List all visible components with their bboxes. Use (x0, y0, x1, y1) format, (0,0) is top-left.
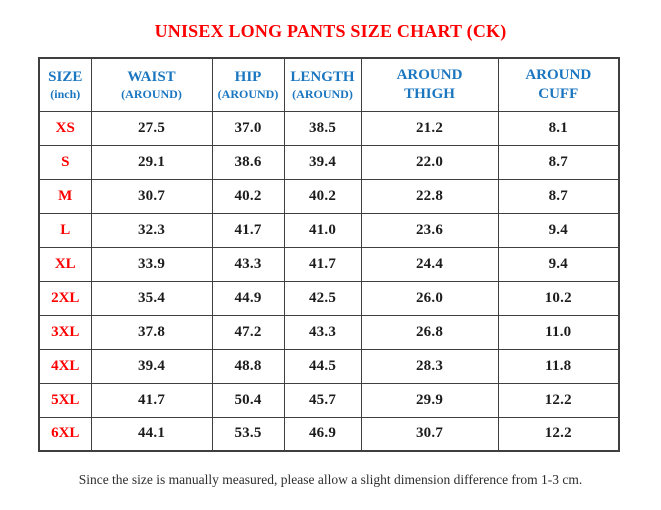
table-row: S 29.1 38.6 39.4 22.0 8.7 (38, 144, 620, 180)
table-row: XS 27.5 37.0 38.5 21.2 8.1 (38, 110, 620, 146)
size-label: 3XL (38, 314, 92, 350)
col-header-size-sub: (inch) (50, 86, 81, 101)
measurement-value: 10.2 (497, 280, 620, 316)
measurement-value: 30.7 (90, 178, 213, 214)
measurement-value: 38.5 (283, 110, 362, 146)
measurement-value: 8.7 (497, 178, 620, 214)
table-body: XS 27.5 37.0 38.5 21.2 8.1 S 29.1 38.6 39.4 22.0 8.… (38, 110, 620, 452)
col-header-hip-sub: (AROUND) (217, 86, 279, 101)
col-header-cuff-sub: CUFF (538, 85, 579, 102)
measurement-value: 9.4 (497, 246, 620, 282)
table-row: 5XL 41.7 50.4 45.7 29.9 12.2 (38, 382, 620, 418)
size-label: 5XL (38, 382, 92, 418)
table-row: 2XL 35.4 44.9 42.5 26.0 10.2 (38, 280, 620, 316)
measurement-value: 26.8 (360, 314, 499, 350)
col-header-size: SIZE (inch) (38, 57, 92, 112)
col-header-size-label: SIZE (48, 68, 83, 85)
measurement-value: 29.9 (360, 382, 499, 418)
measurement-value: 43.3 (283, 314, 362, 350)
col-header-waist: WAIST (AROUND) (90, 57, 213, 112)
col-header-thigh-label: AROUND (396, 67, 463, 83)
col-header-length-sub: (AROUND) (292, 86, 353, 101)
measurement-value: 29.1 (90, 144, 213, 180)
col-header-length-label: LENGTH (290, 68, 355, 85)
measurement-value: 24.4 (360, 246, 499, 282)
measurement-value: 40.2 (211, 178, 285, 214)
measurement-value: 12.2 (497, 416, 620, 452)
measurement-value: 44.5 (283, 348, 362, 384)
measurement-value: 22.0 (360, 144, 499, 180)
measurement-value: 45.7 (283, 382, 362, 418)
measurement-value: 41.7 (283, 246, 362, 282)
measurement-value: 12.2 (497, 382, 620, 418)
measurement-value: 30.7 (360, 416, 499, 452)
col-header-cuff-label: AROUND (525, 67, 592, 83)
col-header-hip: HIP (AROUND) (211, 57, 285, 112)
table-row: 6XL 44.1 53.5 46.9 30.7 12.2 (38, 416, 620, 452)
measurement-value: 9.4 (497, 212, 620, 248)
measurement-value: 50.4 (211, 382, 285, 418)
measurement-value: 41.0 (283, 212, 362, 248)
measurement-value: 43.3 (211, 246, 285, 282)
col-header-thigh-sub: THIGH (404, 85, 455, 102)
measurement-value: 47.2 (211, 314, 285, 350)
measurement-value: 40.2 (283, 178, 362, 214)
measurement-value: 46.9 (283, 416, 362, 452)
col-header-waist-label: WAIST (127, 68, 176, 85)
measurement-value: 39.4 (90, 348, 213, 384)
col-header-hip-label: HIP (234, 68, 262, 85)
table-header: SIZE (inch) WAIST (AROUND) HIP (AROUND) … (38, 57, 620, 112)
measurement-value: 28.3 (360, 348, 499, 384)
table-row: XL 33.9 43.3 41.7 24.4 9.4 (38, 246, 620, 282)
size-label: XL (38, 246, 92, 282)
measurement-value: 8.7 (497, 144, 620, 180)
table-row: M 30.7 40.2 40.2 22.8 8.7 (38, 178, 620, 214)
size-label: 6XL (38, 416, 92, 452)
size-label: 4XL (38, 348, 92, 384)
measurement-value: 32.3 (90, 212, 213, 248)
measurement-value: 21.2 (360, 110, 499, 146)
size-label: 2XL (38, 280, 92, 316)
measurement-value: 22.8 (360, 178, 499, 214)
table-row: 4XL 39.4 48.8 44.5 28.3 11.8 (38, 348, 620, 384)
measurement-value: 37.0 (211, 110, 285, 146)
measurement-value: 41.7 (211, 212, 285, 248)
size-chart-table: SIZE (inch) WAIST (AROUND) HIP (AROUND) … (38, 57, 620, 452)
measurement-value: 8.1 (497, 110, 620, 146)
size-label: S (38, 144, 92, 180)
col-header-length: LENGTH (AROUND) (283, 57, 362, 112)
table-row: 3XL 37.8 47.2 43.3 26.8 11.0 (38, 314, 620, 350)
measurement-value: 39.4 (283, 144, 362, 180)
measurement-value: 26.0 (360, 280, 499, 316)
page-title: UNISEX LONG PANTS SIZE CHART (CK) (154, 21, 507, 41)
measurement-value: 11.8 (497, 348, 620, 384)
measurement-value: 38.6 (211, 144, 285, 180)
table-row: L 32.3 41.7 41.0 23.6 9.4 (38, 212, 620, 248)
measurement-value: 37.8 (90, 314, 213, 350)
size-label: XS (38, 110, 92, 146)
measurement-value: 42.5 (283, 280, 362, 316)
measurement-value: 23.6 (360, 212, 499, 248)
measurement-value: 44.1 (90, 416, 213, 452)
measurement-value: 53.5 (211, 416, 285, 452)
size-label: L (38, 212, 92, 248)
measurement-value: 44.9 (211, 280, 285, 316)
footnote: Since the size is manually measured, ple… (78, 472, 583, 487)
measurement-value: 35.4 (90, 280, 213, 316)
measurement-value: 48.8 (211, 348, 285, 384)
col-header-around-thigh: AROUND THIGH (360, 57, 499, 112)
measurement-value: 41.7 (90, 382, 213, 418)
measurement-value: 33.9 (90, 246, 213, 282)
col-header-waist-sub: (AROUND) (121, 86, 182, 101)
measurement-value: 27.5 (90, 110, 213, 146)
col-header-around-cuff: AROUND CUFF (497, 57, 620, 112)
size-label: M (38, 178, 92, 214)
header-row: SIZE (inch) WAIST (AROUND) HIP (AROUND) … (38, 57, 620, 112)
measurement-value: 11.0 (497, 314, 620, 350)
